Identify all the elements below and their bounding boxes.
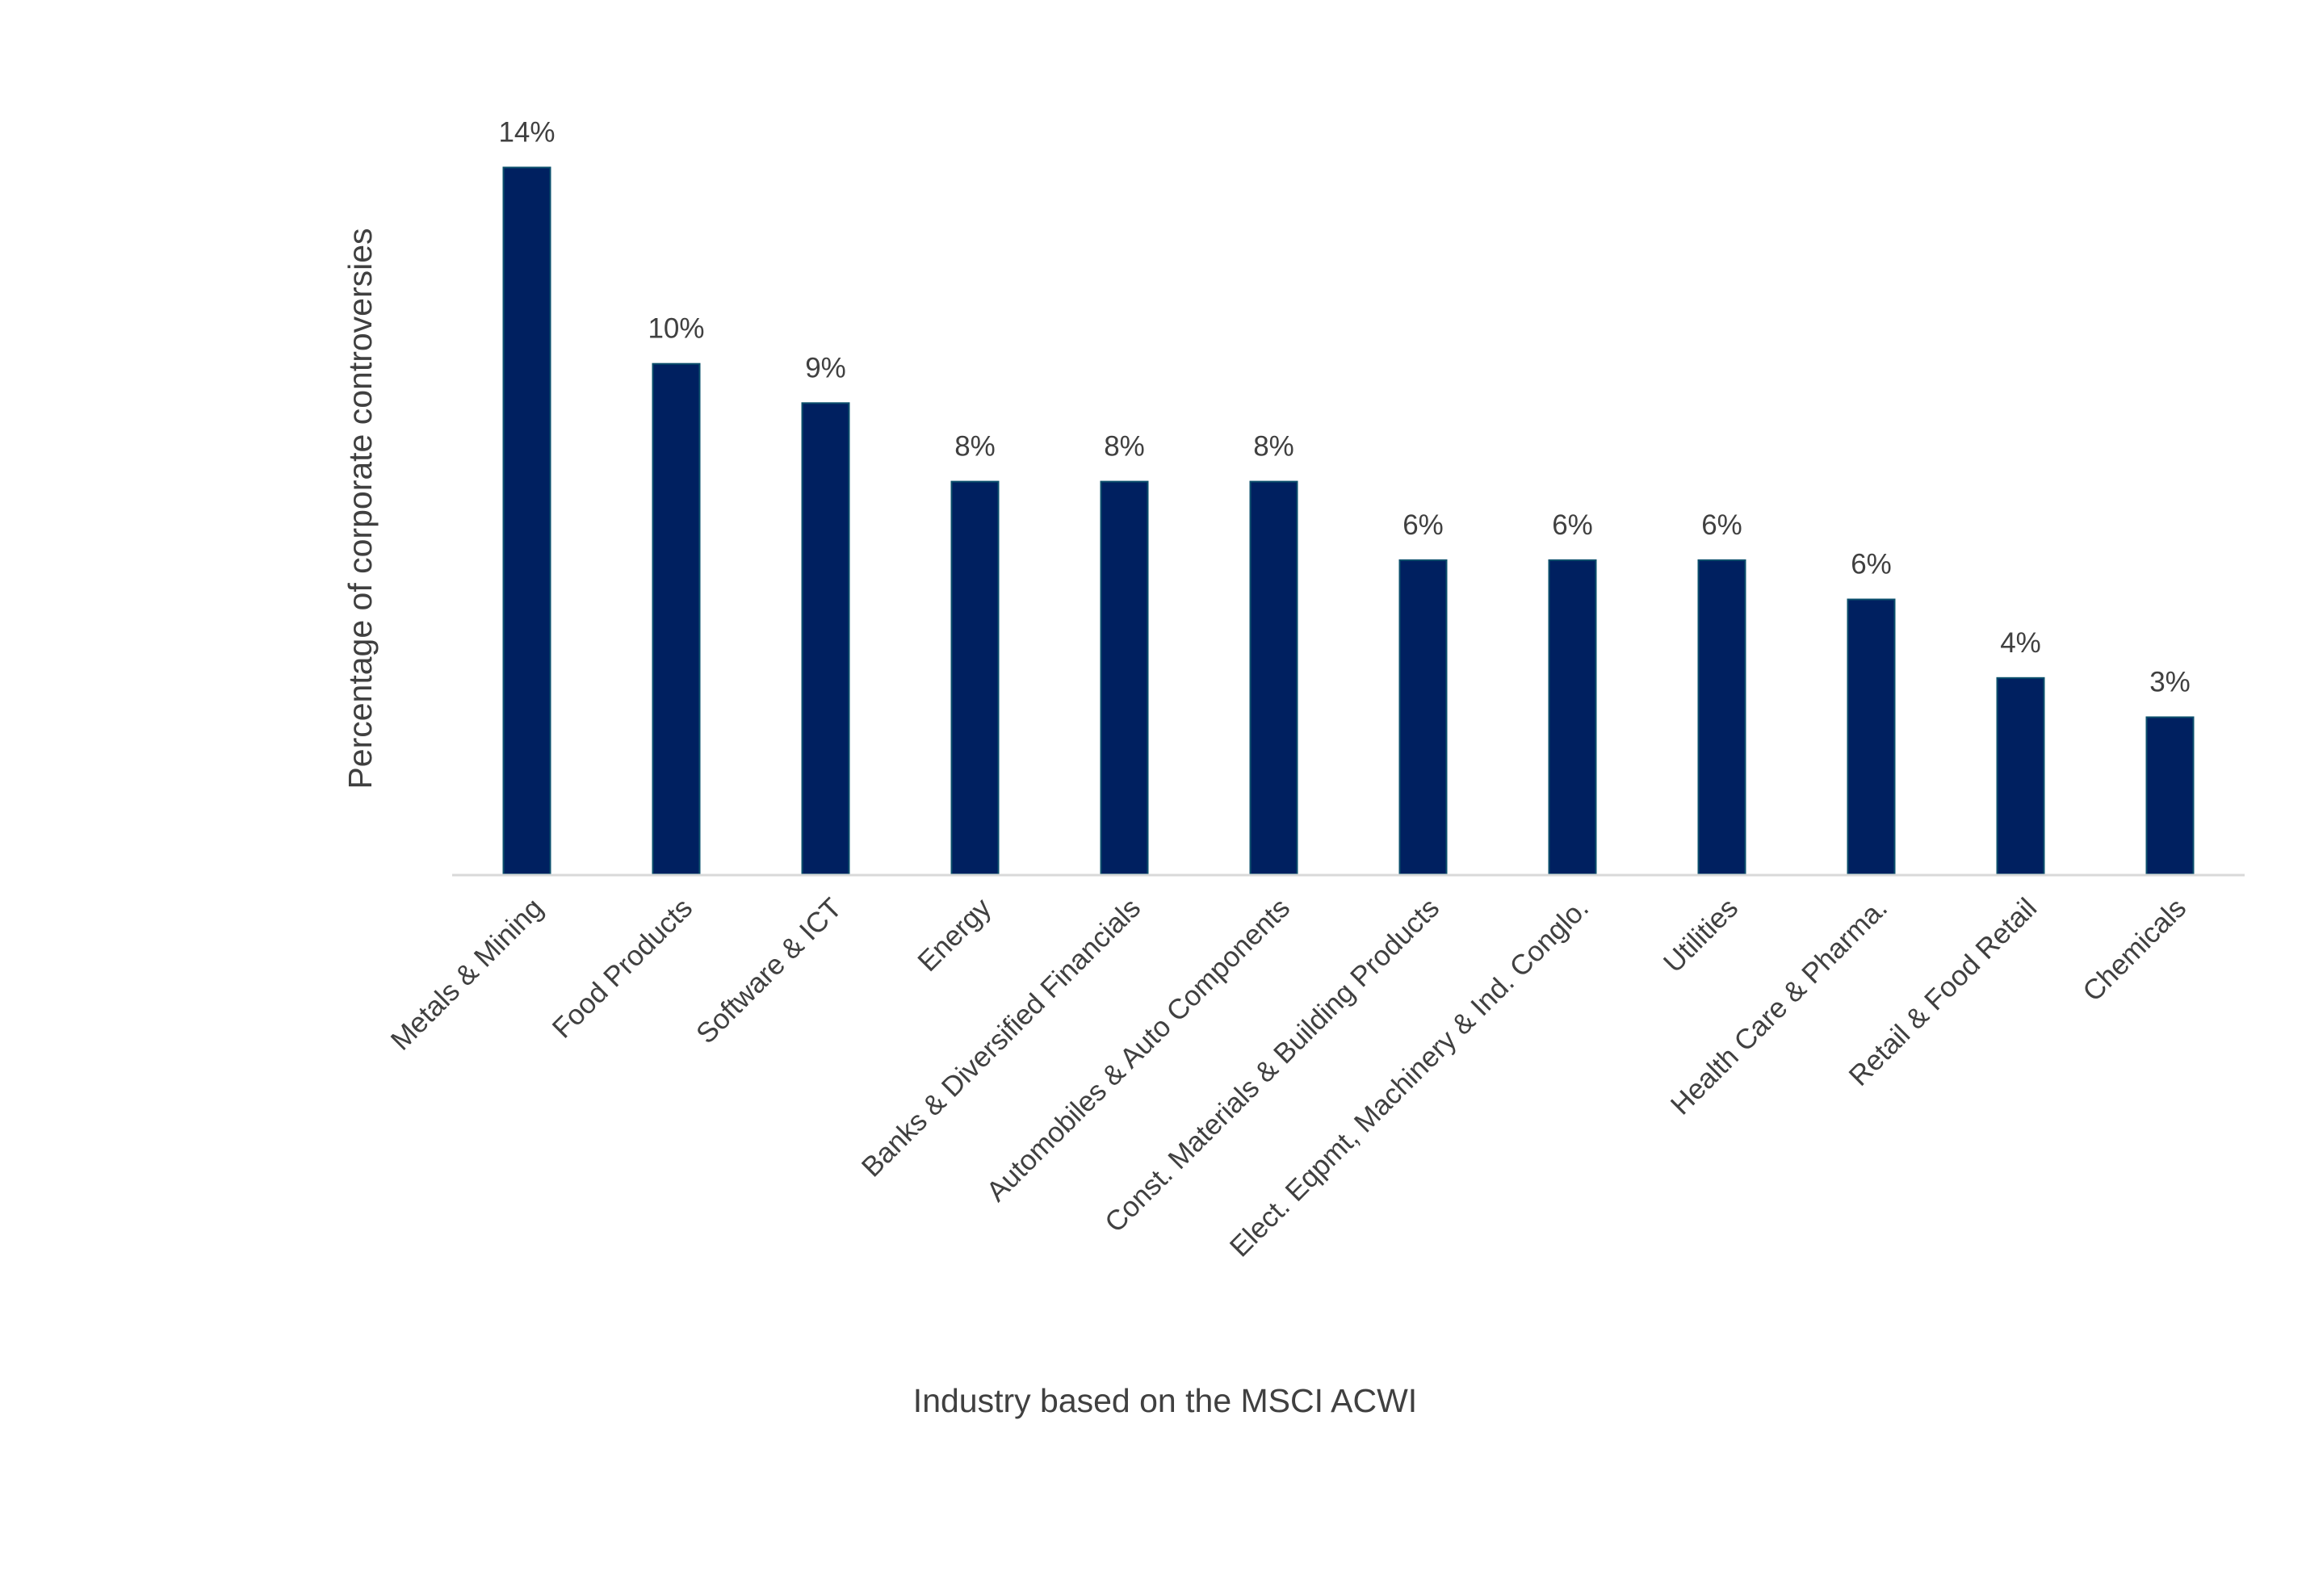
bar [950,480,1000,875]
x-axis-title: Industry based on the MSCI ACWI [913,1382,1417,1419]
data-label: 10% [648,313,704,345]
data-label: 4% [2000,627,2041,659]
bar [1847,598,1896,876]
x-tick-label: Banks & Diversified Financials [856,892,1147,1183]
bar [1398,559,1448,875]
data-label: 8% [1253,431,1294,463]
data-label: 6% [1402,509,1444,541]
data-label: 3% [2149,666,2191,697]
x-tick-label: Const. Materials & Building Products [1099,892,1445,1238]
bar [1548,559,1597,875]
x-tick-label: Utilities [1658,892,1744,978]
x-tick-label: Metals & Mining [385,892,550,1057]
bar [801,402,850,875]
bar [1249,480,1298,875]
data-label: 6% [1851,549,1892,580]
bar [1996,677,2045,875]
bar [2145,716,2195,875]
bar [502,166,551,876]
data-label: 8% [954,431,996,463]
y-axis-title: Percentage of corporate controversies [342,228,379,789]
bar [652,362,701,875]
bar [1697,559,1746,875]
data-labels-group: 14% 10% 9% 8% 8% 8% 6% 6% 6% 6% 4% 3% [498,116,2190,697]
x-tick-label: Chemicals [2077,892,2192,1007]
x-tick-label: Energy [912,892,997,978]
x-tick-label: Software & ICT [690,892,848,1049]
data-label: 8% [1104,431,1145,463]
data-label: 6% [1701,509,1742,541]
x-tick-label: Food Products [547,892,699,1045]
data-label: 14% [498,116,555,148]
bars-group [502,166,2195,876]
data-label: 6% [1552,509,1593,541]
data-label: 9% [805,352,846,383]
x-tick-label: Automobiles & Auto Components [980,892,1296,1208]
bar [1100,480,1149,875]
